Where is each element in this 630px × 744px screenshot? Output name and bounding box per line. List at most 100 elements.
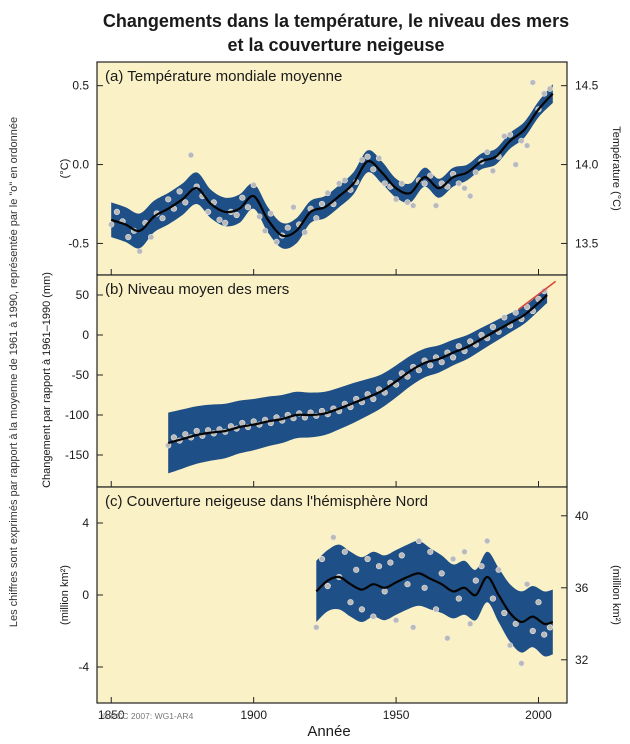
right-y-tick-label: 40 xyxy=(575,509,589,523)
right-y-tick-label: 13.5 xyxy=(575,236,599,250)
data-point xyxy=(393,196,400,203)
data-point xyxy=(455,180,462,187)
smoothed-curve xyxy=(167,294,548,445)
data-point xyxy=(267,210,274,217)
satellite-trend-line xyxy=(518,280,557,311)
data-point xyxy=(233,211,240,219)
data-point xyxy=(415,367,423,374)
data-point xyxy=(512,309,519,316)
right-y-tick-label: 32 xyxy=(575,653,589,667)
data-point xyxy=(432,202,440,209)
y-tick-label: 0 xyxy=(82,328,89,342)
data-point xyxy=(461,548,468,555)
data-point xyxy=(398,180,405,187)
panel-title: (a) Température mondiale moyenne xyxy=(105,68,342,85)
data-point xyxy=(438,570,445,577)
data-point xyxy=(438,359,445,366)
data-point xyxy=(262,227,269,234)
data-point xyxy=(313,215,320,222)
data-point xyxy=(387,559,394,566)
data-point xyxy=(467,193,474,200)
data-point xyxy=(108,221,115,228)
data-point xyxy=(318,555,326,563)
data-point xyxy=(467,338,474,345)
data-point xyxy=(381,180,388,187)
data-point xyxy=(324,189,331,197)
y-tick-label: -100 xyxy=(65,408,89,422)
data-point xyxy=(415,537,423,545)
x-tick-label: 1950 xyxy=(383,708,410,722)
data-point xyxy=(450,354,457,361)
x-axis-label: Année xyxy=(307,723,350,740)
x-tick-label: 1900 xyxy=(240,708,267,722)
data-point xyxy=(250,182,257,189)
data-point xyxy=(535,599,542,606)
data-point xyxy=(358,606,366,613)
data-point xyxy=(489,323,497,331)
data-point xyxy=(205,208,212,215)
data-point xyxy=(506,642,514,649)
y-tick-label: 4 xyxy=(82,516,89,530)
data-point xyxy=(170,434,177,441)
data-point xyxy=(512,620,519,627)
data-point xyxy=(182,431,189,438)
data-point xyxy=(244,204,252,211)
data-point xyxy=(410,202,417,209)
panels: -0.5 0.0 0.5 13.5 14.0 14.5 (a) Température mo… xyxy=(59,61,622,722)
data-point xyxy=(529,79,536,86)
data-point xyxy=(364,153,371,160)
data-point xyxy=(239,419,246,427)
x-tick-label: 1850 xyxy=(98,708,125,722)
data-point xyxy=(381,588,388,595)
panel-title: (c) Couverture neigeuse dans l'hémisphèr… xyxy=(105,493,428,510)
figure-title-line-1: Changements dans la température, le nive… xyxy=(103,11,569,31)
data-point xyxy=(427,548,434,555)
data-point xyxy=(444,635,451,642)
right-y-axis-label: Température (°C) xyxy=(610,126,622,210)
data-point xyxy=(478,563,485,570)
data-point xyxy=(290,204,297,211)
y-axis-label: (°C) xyxy=(59,159,71,179)
data-point xyxy=(358,156,366,163)
data-point xyxy=(176,188,183,195)
data-point xyxy=(427,362,434,369)
data-point xyxy=(301,229,309,236)
y-tick-label: -150 xyxy=(65,448,89,462)
data-point xyxy=(125,234,132,241)
data-point xyxy=(444,183,451,190)
data-point xyxy=(193,427,200,435)
y-tick-label: -0.5 xyxy=(68,236,89,250)
data-point xyxy=(546,85,554,92)
data-point xyxy=(432,606,440,613)
y-axis-label: (million km²) xyxy=(59,565,71,625)
data-point xyxy=(506,131,514,138)
data-point xyxy=(484,537,491,545)
data-point xyxy=(501,133,508,140)
data-point xyxy=(455,343,462,350)
data-point xyxy=(318,200,326,208)
panel-background xyxy=(97,275,567,487)
data-point xyxy=(461,185,468,192)
data-point xyxy=(341,177,348,184)
data-point xyxy=(136,248,143,255)
data-point xyxy=(347,599,354,606)
data-point xyxy=(222,219,229,226)
data-point xyxy=(398,552,405,559)
data-point xyxy=(364,555,371,563)
data-point xyxy=(370,613,377,620)
data-point xyxy=(239,194,246,201)
data-point xyxy=(495,566,502,573)
data-point xyxy=(182,199,189,206)
right-y-axis-label: (million km²) xyxy=(610,565,622,625)
data-point xyxy=(404,581,411,588)
data-point xyxy=(529,627,536,635)
panel-a: -0.5 0.0 0.5 13.5 14.0 14.5 (a) Température mo… xyxy=(59,61,622,276)
uncertainty-band xyxy=(111,84,553,249)
y-tick-label: 0 xyxy=(82,588,89,602)
data-point xyxy=(421,584,428,591)
data-point xyxy=(421,180,428,187)
data-point xyxy=(484,148,491,155)
data-point xyxy=(546,624,554,631)
right-y-tick-label: 14.0 xyxy=(575,158,599,172)
